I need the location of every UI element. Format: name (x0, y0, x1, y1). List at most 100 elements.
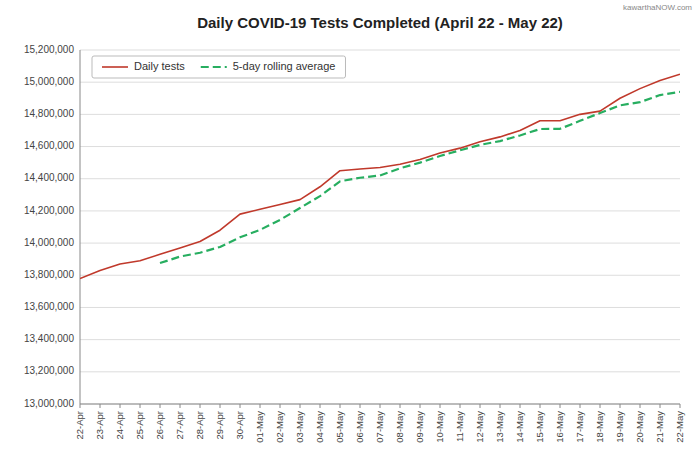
x-tick-label: 07-May (374, 411, 385, 443)
x-tick (300, 404, 301, 408)
x-tick-label: 16-May (554, 411, 565, 443)
x-tick-label: 14-May (514, 411, 525, 443)
grid-line (80, 339, 680, 340)
legend-swatch (201, 66, 227, 68)
x-tick-label: 28-Apr (194, 411, 205, 440)
x-tick (100, 404, 101, 408)
x-tick (260, 404, 261, 408)
x-tick (620, 404, 621, 408)
x-tick (680, 404, 681, 408)
x-tick (440, 404, 441, 408)
chart: 13,000,000 13,200,000 13,400,000 13,600,000… (0, 0, 696, 466)
x-tick-label: 01-May (254, 411, 265, 443)
x-tick-label: 24-Apr (114, 411, 125, 440)
x-axis: 22-Apr 23-Apr 24-Apr 25-Apr 26-Apr 27-Apr 28-A… (74, 404, 685, 443)
grid-line (80, 307, 680, 308)
y-tick-label: 14,800,000 (24, 108, 74, 119)
x-tick (500, 404, 501, 408)
x-tick (400, 404, 401, 408)
legend: Daily tests 5-day rolling average (92, 56, 345, 78)
title: Daily COVID-19 Tests Completed (April 22… (197, 14, 563, 31)
x-tick (320, 404, 321, 408)
y-tick-label: 14,200,000 (24, 205, 74, 216)
series-line (80, 74, 680, 278)
legend-label: Daily tests (134, 60, 185, 72)
x-tick (580, 404, 581, 408)
legend-swatch (102, 66, 128, 68)
x-tick (460, 404, 461, 408)
x-tick (560, 404, 561, 408)
y-axis-line (80, 50, 81, 404)
x-tick-label: 23-Apr (94, 411, 105, 440)
y-tick-label: 13,400,000 (24, 333, 74, 344)
x-tick (420, 404, 421, 408)
background (0, 0, 696, 466)
x-tick-label: 10-May (434, 411, 445, 443)
y-tick-label: 15,000,000 (24, 76, 74, 87)
y-tick-label: 15,200,000 (24, 44, 74, 55)
x-tick-label: 22-Apr (74, 411, 85, 440)
y-tick-label: 14,000,000 (24, 237, 74, 248)
x-tick (200, 404, 201, 408)
series-line (160, 92, 680, 263)
x-tick-label: 04-May (314, 411, 325, 443)
x-tick-label: 27-Apr (174, 411, 185, 440)
grid-line (80, 275, 680, 276)
x-tick-label: 02-May (274, 411, 285, 443)
x-tick-label: 25-Apr (134, 411, 145, 440)
x-tick (220, 404, 221, 408)
x-tick-label: 26-Apr (154, 411, 165, 440)
x-tick-label: 18-May (594, 411, 605, 443)
x-tick-label: 30-Apr (234, 411, 245, 440)
x-tick (280, 404, 281, 408)
grid-line (80, 371, 680, 372)
x-tick (140, 404, 141, 408)
legend-frame (92, 56, 345, 78)
x-tick (340, 404, 341, 408)
grid-line (80, 82, 680, 83)
x-tick (120, 404, 121, 408)
grid-line (80, 178, 680, 179)
x-tick (380, 404, 381, 408)
grid-line (80, 114, 680, 115)
x-tick (160, 404, 161, 408)
x-tick-label: 08-May (394, 411, 405, 443)
x-tick-label: 06-May (354, 411, 365, 443)
x-tick-label: 12-May (474, 411, 485, 443)
x-tick-label: 29-Apr (214, 411, 225, 440)
x-tick-label: 19-May (614, 411, 625, 443)
x-tick (600, 404, 601, 408)
plot-area (80, 74, 680, 278)
grid-line (80, 210, 680, 211)
x-tick-label: 05-May (334, 411, 345, 443)
y-tick-label: 13,000,000 (24, 398, 74, 409)
x-tick (640, 404, 641, 408)
x-tick-label: 20-May (634, 411, 645, 443)
y-tick-label: 13,200,000 (24, 365, 74, 376)
x-tick-label: 11-May (454, 411, 465, 442)
x-tick (480, 404, 481, 408)
x-tick (660, 404, 661, 408)
x-tick (180, 404, 181, 408)
x-tick-label: 22-May (674, 411, 685, 443)
x-tick-label: 17-May (574, 411, 585, 443)
y-tick-label: 14,600,000 (24, 140, 74, 151)
x-tick-label: 21-May (654, 411, 665, 443)
y-tick-label: 13,600,000 (24, 301, 74, 312)
legend-label: 5-day rolling average (233, 60, 336, 72)
x-tick (520, 404, 521, 408)
x-tick-label: 03-May (294, 411, 305, 443)
grid-line (80, 243, 680, 244)
x-tick (540, 404, 541, 408)
x-tick (360, 404, 361, 408)
x-tick-label: 15-May (534, 411, 545, 443)
y-axis: 13,000,000 13,200,000 13,400,000 13,600,000… (24, 44, 680, 409)
x-tick (240, 404, 241, 408)
x-tick (80, 404, 81, 408)
annotation: kawarthaNOW.com (623, 3, 692, 12)
x-tick-label: 13-May (494, 411, 505, 443)
grid-line (80, 146, 680, 147)
y-tick-label: 13,800,000 (24, 269, 74, 280)
y-tick-label: 14,400,000 (24, 172, 74, 183)
x-tick-label: 09-May (414, 411, 425, 443)
